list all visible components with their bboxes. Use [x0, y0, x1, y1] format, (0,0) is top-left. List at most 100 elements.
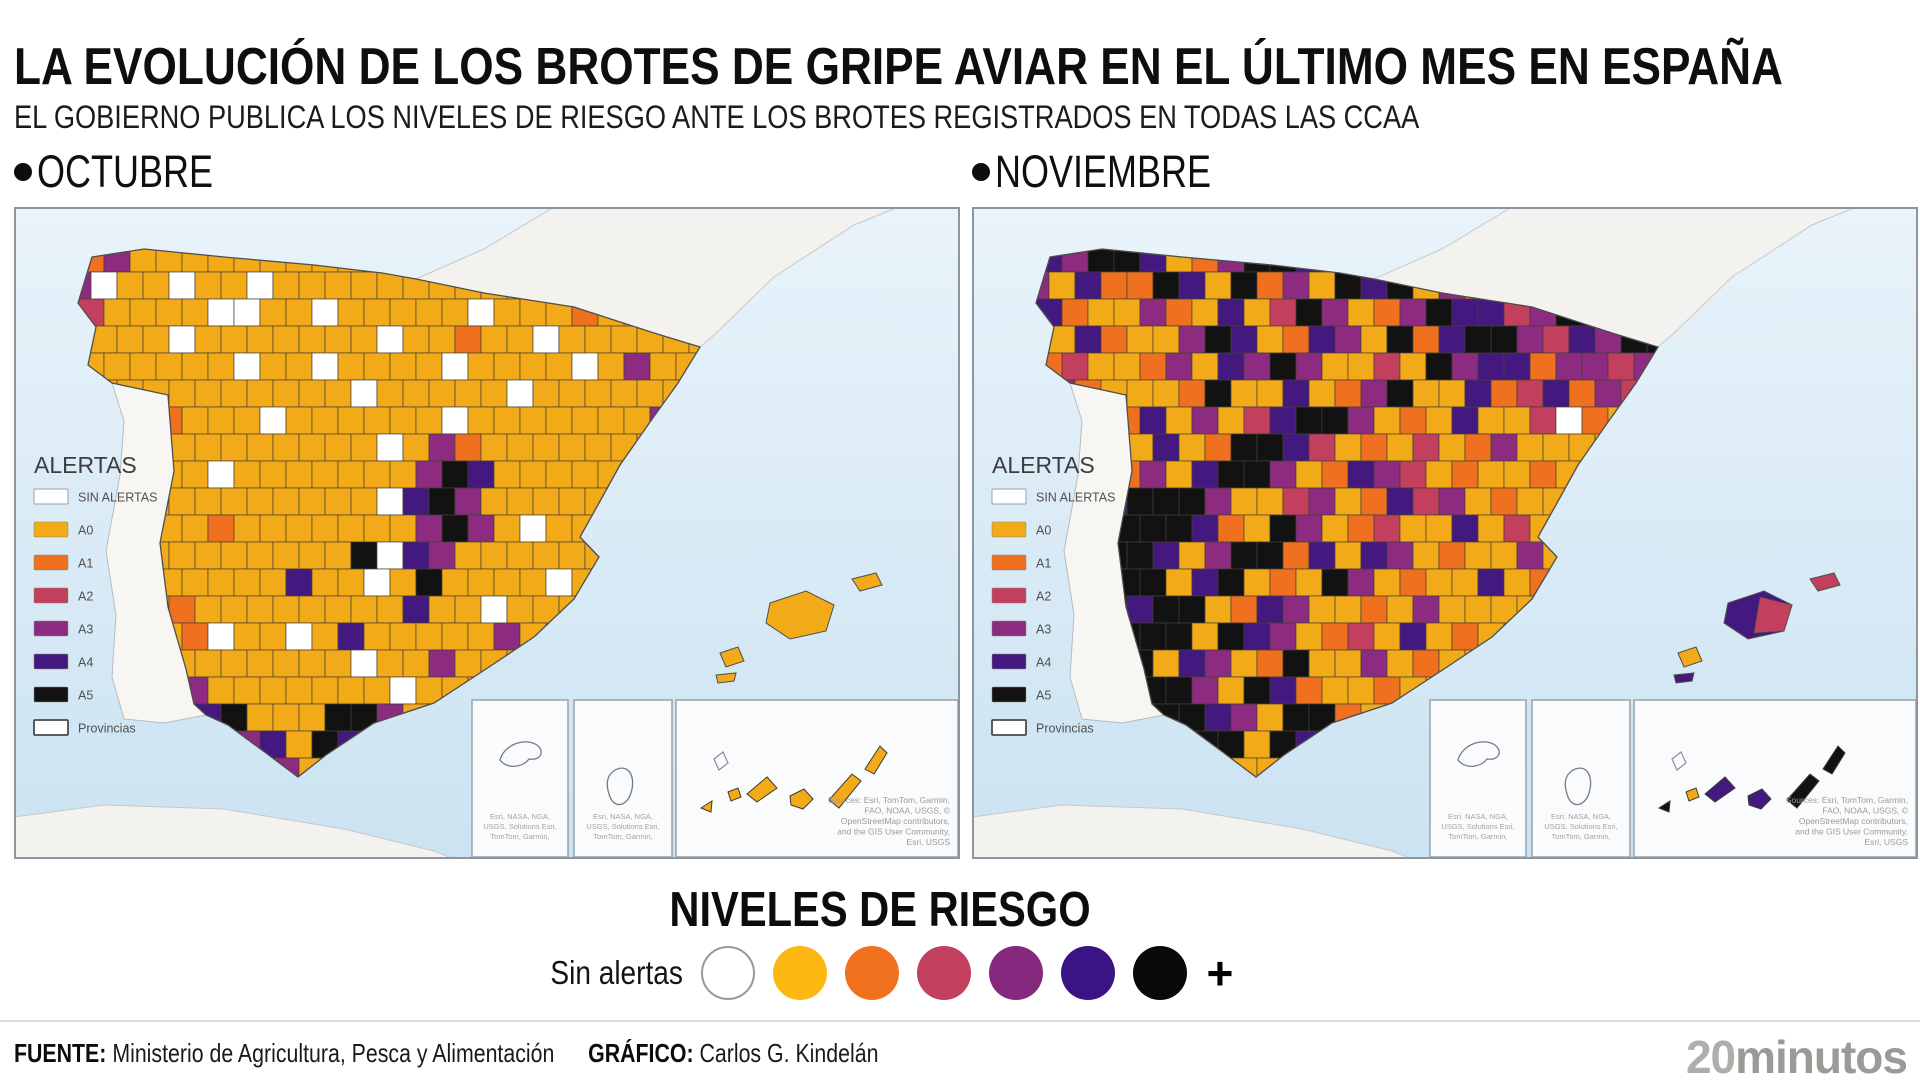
svg-text:Esri, USGS: Esri, USGS: [1865, 837, 1909, 847]
credit-text: Carlos G. Kindelán: [699, 1038, 879, 1068]
risk-circle-a1: [844, 946, 899, 1000]
menorca: [1809, 572, 1841, 592]
ceuta-outline: [1457, 741, 1500, 767]
ibiza: [1677, 646, 1703, 668]
mallorca: [765, 590, 835, 640]
canary-island: [746, 776, 778, 803]
legend-swatch-Provincias: [33, 719, 69, 736]
svg-text:FAO, NOAA, USGS, ©: FAO, NOAA, USGS, ©: [1822, 806, 1908, 816]
legend-swatch-A4: [991, 653, 1027, 670]
page-subtitle: EL GOBIERNO PUBLICA LOS NIVELES DE RIESG…: [14, 98, 1420, 135]
source-label: FUENTE:: [14, 1038, 107, 1068]
no-alert-label: Sin alertas: [549, 954, 683, 991]
map-october: ALERTAS SIN ALERTAS A0 A1 A2 A3 A4 A5 Provincias…: [14, 207, 960, 859]
svg-text:A1: A1: [1036, 557, 1051, 571]
map-november: ALERTAS SIN ALERTAS A0 A1 A2 A3 A4 A5 Provincias…: [972, 207, 1918, 859]
spain-coastline: [77, 248, 701, 778]
svg-text:SIN ALERTAS: SIN ALERTAS: [78, 491, 157, 505]
svg-text:FAO, NOAA, USGS, ©: FAO, NOAA, USGS, ©: [864, 806, 950, 816]
risk-circle-sin-alertas: [700, 946, 755, 1000]
svg-text:A0: A0: [78, 524, 93, 538]
svg-text:Provincias: Provincias: [78, 722, 136, 736]
svg-text:Esri, NASA, NGA,: Esri, NASA, NGA,: [1551, 812, 1611, 821]
legend-swatch-A0: [33, 521, 69, 538]
brand-minutos: minutos: [1735, 1031, 1908, 1083]
bullet-icon: [14, 163, 32, 181]
svg-text:USGS, Solutions Esri,: USGS, Solutions Esri,: [1441, 822, 1514, 831]
mallorca-east: [1753, 596, 1793, 634]
svg-text:A5: A5: [1036, 689, 1051, 703]
svg-text:ALERTAS: ALERTAS: [992, 452, 1095, 478]
svg-text:A3: A3: [78, 623, 93, 637]
plus-sign: +: [1206, 947, 1234, 999]
canary-island: [1822, 745, 1846, 775]
svg-text:A5: A5: [78, 689, 93, 703]
svg-text:A4: A4: [1036, 656, 1051, 670]
label-noviembre: NOVIEMBRE: [972, 146, 1265, 198]
page-title: LA EVOLUCIÓN DE LOS BROTES DE GRIPE AVIA…: [14, 37, 1783, 96]
map-legend: ALERTAS SIN ALERTAS A0 A1 A2 A3 A4 A5 Provincias: [33, 452, 157, 736]
inset-box-2: [1531, 699, 1631, 858]
svg-text:A4: A4: [78, 656, 93, 670]
legend-swatch-A2: [33, 587, 69, 604]
canary-island: [713, 751, 729, 771]
legend-swatch-A1: [991, 554, 1027, 571]
inset-box-3: [675, 699, 959, 858]
brand-logo: 20minutos: [1685, 1030, 1908, 1084]
legend-swatch-A5: [33, 686, 69, 703]
inset-box-2: [573, 699, 673, 858]
svg-text:USGS, Solutions Esri,: USGS, Solutions Esri,: [1544, 822, 1617, 831]
canary-island: [1671, 751, 1687, 771]
legend-swatch-SIN ALERTAS: [33, 488, 69, 505]
menorca: [851, 572, 883, 592]
ibiza: [719, 646, 745, 668]
legend-swatch-A0: [991, 521, 1027, 538]
brand-20: 20: [1685, 1031, 1736, 1083]
svg-text:A1: A1: [78, 557, 93, 571]
risk-scale-row: Sin alertas +: [400, 946, 1360, 1000]
legend-swatch-Provincias: [991, 719, 1027, 736]
map-legend: ALERTAS SIN ALERTAS A0 A1 A2 A3 A4 A5 Provincias: [991, 452, 1115, 736]
svg-text:SIN ALERTAS: SIN ALERTAS: [1036, 491, 1115, 505]
svg-text:and the GIS User Community,: and the GIS User Community,: [1795, 827, 1908, 837]
svg-text:A2: A2: [78, 590, 93, 604]
inset-box-1: [471, 699, 569, 858]
canary-island: [1685, 787, 1700, 802]
svg-text:TomTom, Garmin,: TomTom, Garmin,: [1551, 832, 1610, 841]
canary-island: [1747, 788, 1772, 810]
melilla-outline: [606, 767, 634, 806]
label-octubre: OCTUBRE: [14, 146, 257, 198]
bullet-icon: [972, 163, 990, 181]
risk-circle-a2: [916, 946, 971, 1000]
risk-scale: NIVELES DE RIESGO Sin alertas +: [400, 882, 1360, 1000]
formentera: [715, 672, 737, 684]
svg-text:USGS, Solutions Esri,: USGS, Solutions Esri,: [586, 822, 659, 831]
melilla-outline: [1564, 767, 1592, 806]
canary-island: [1657, 800, 1671, 813]
formentera: [1673, 672, 1695, 684]
svg-text:Sources: Esri, TomTom, Garmin,: Sources: Esri, TomTom, Garmin,: [828, 795, 950, 805]
svg-text:USGS, Solutions Esri,: USGS, Solutions Esri,: [483, 822, 556, 831]
svg-text:Esri, NASA, NGA,: Esri, NASA, NGA,: [1448, 812, 1508, 821]
spain-coastline: [1035, 248, 1659, 778]
svg-text:OpenStreetMap contributors,: OpenStreetMap contributors,: [1799, 816, 1908, 826]
svg-text:TomTom, Garmin,: TomTom, Garmin,: [593, 832, 652, 841]
svg-text:Esri, NASA, NGA,: Esri, NASA, NGA,: [490, 812, 550, 821]
canary-island: [1786, 773, 1820, 809]
credit-label: GRÁFICO:: [588, 1038, 694, 1068]
svg-text:Esri, USGS: Esri, USGS: [907, 837, 951, 847]
risk-circle-a4: [1060, 946, 1115, 1000]
svg-text:OpenStreetMap contributors,: OpenStreetMap contributors,: [841, 816, 950, 826]
svg-text:Esri, NASA, NGA,: Esri, NASA, NGA,: [593, 812, 653, 821]
svg-text:Provincias: Provincias: [1036, 722, 1094, 736]
legend-swatch-A4: [33, 653, 69, 670]
legend-swatch-A5: [991, 686, 1027, 703]
risk-circle-a3: [988, 946, 1043, 1000]
legend-swatch-A2: [991, 587, 1027, 604]
canary-island: [1704, 776, 1736, 803]
risk-scale-title: NIVELES DE RIESGO: [669, 883, 1091, 937]
svg-text:TomTom, Garmin,: TomTom, Garmin,: [1448, 832, 1507, 841]
map-frame: [972, 207, 1918, 859]
source-text: Ministerio de Agricultura, Pesca y Alime…: [112, 1038, 555, 1068]
svg-text:A3: A3: [1036, 623, 1051, 637]
